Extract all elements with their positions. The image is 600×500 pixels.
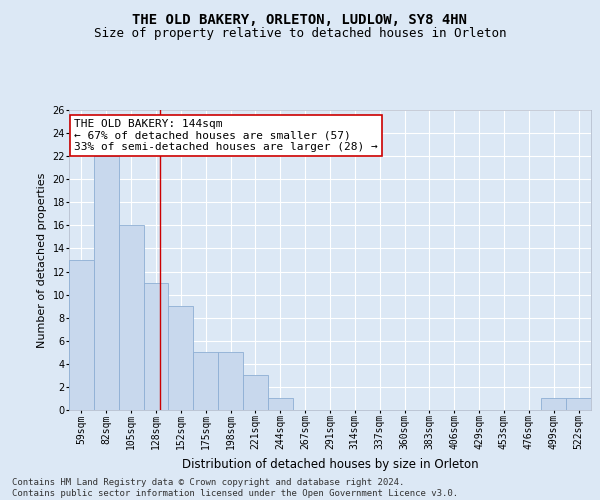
Text: Contains HM Land Registry data © Crown copyright and database right 2024.
Contai: Contains HM Land Registry data © Crown c… — [12, 478, 458, 498]
Text: THE OLD BAKERY, ORLETON, LUDLOW, SY8 4HN: THE OLD BAKERY, ORLETON, LUDLOW, SY8 4HN — [133, 12, 467, 26]
Text: THE OLD BAKERY: 144sqm
← 67% of detached houses are smaller (57)
33% of semi-det: THE OLD BAKERY: 144sqm ← 67% of detached… — [74, 119, 378, 152]
Bar — [541, 398, 566, 410]
Bar — [69, 260, 94, 410]
Bar — [218, 352, 243, 410]
Bar — [566, 398, 591, 410]
Bar — [143, 283, 169, 410]
Text: Size of property relative to detached houses in Orleton: Size of property relative to detached ho… — [94, 28, 506, 40]
X-axis label: Distribution of detached houses by size in Orleton: Distribution of detached houses by size … — [182, 458, 478, 471]
Bar — [119, 226, 143, 410]
Bar — [169, 306, 193, 410]
Y-axis label: Number of detached properties: Number of detached properties — [37, 172, 47, 348]
Bar — [193, 352, 218, 410]
Bar — [268, 398, 293, 410]
Bar — [94, 156, 119, 410]
Bar — [243, 376, 268, 410]
